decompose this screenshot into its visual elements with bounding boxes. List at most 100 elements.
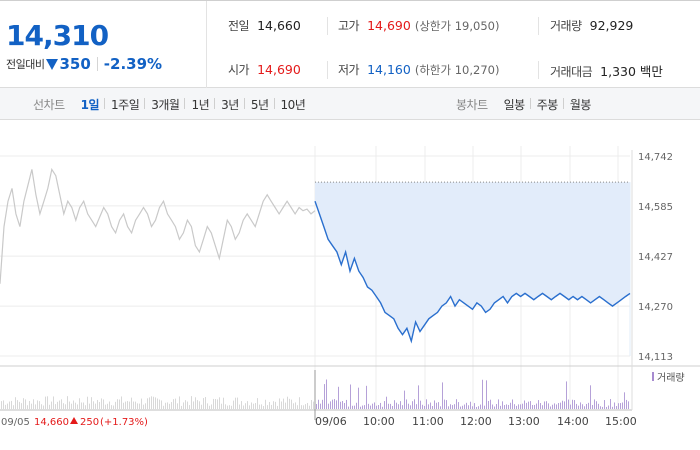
volume-bar	[584, 406, 585, 409]
stat-value: 1,330 백만	[600, 64, 663, 79]
volume-bar	[1, 401, 2, 409]
volume-bar	[612, 406, 613, 409]
tab-1day[interactable]: 1일	[80, 97, 100, 112]
tab-5year[interactable]: 5년	[243, 96, 275, 113]
candle-chart-tabs: 봉차트 일봉 주봉 월봉	[456, 88, 597, 120]
volume-bar	[536, 403, 537, 409]
volume-bar	[173, 399, 174, 409]
volume-bar	[279, 398, 280, 409]
volume-bar	[149, 397, 150, 409]
volume-bar	[251, 402, 252, 409]
stat-high: 고가 14,690 (상한가 19,050)	[338, 17, 499, 34]
tab-3year[interactable]: 3년	[214, 96, 245, 113]
volume-bar	[3, 400, 4, 409]
volume-bar	[187, 401, 188, 409]
volume-bar	[301, 405, 302, 409]
volume-bar	[618, 403, 619, 409]
volume-bar	[454, 404, 455, 409]
volume-bar	[249, 405, 250, 409]
volume-bar	[330, 401, 331, 409]
volume-bar	[107, 403, 108, 409]
volume-bar	[253, 403, 254, 409]
volume-bar	[11, 400, 12, 409]
volume-bar	[99, 401, 100, 409]
volume-bar	[404, 390, 405, 409]
volume-bar	[259, 404, 260, 409]
change-percent: -2.39%	[103, 55, 163, 73]
volume-bar	[350, 384, 351, 409]
volume-bar	[267, 405, 268, 409]
volume-bar	[47, 396, 48, 409]
up-arrow-icon	[70, 417, 78, 424]
y-axis-labels: 14,742 14,585 14,427 14,270 14,113	[638, 152, 673, 363]
volume-bar	[494, 406, 495, 409]
volume-bar	[177, 403, 178, 409]
volume-bar	[590, 385, 591, 409]
tab-weekly-candle[interactable]: 주봉	[529, 96, 564, 113]
volume-bar	[396, 402, 397, 409]
volume-bar	[510, 402, 511, 409]
volume-bar	[486, 380, 487, 409]
volume-bar	[512, 399, 513, 409]
volume-bar	[480, 404, 481, 409]
volume-bar	[616, 406, 617, 409]
volume-bar	[243, 405, 244, 409]
lower-limit: (하한가 10,270)	[414, 63, 500, 77]
change-row: 전일대비 350 -2.39%	[6, 55, 162, 73]
volume-bar	[41, 404, 42, 409]
stat-label: 저가	[338, 63, 360, 77]
volume-bar	[197, 400, 198, 409]
volume-bar	[93, 401, 94, 409]
price-chart[interactable]: 14,742 14,585 14,427 14,270 14,113 09/06…	[0, 120, 700, 450]
volume-bar	[570, 404, 571, 409]
tab-1week[interactable]: 1주일	[104, 96, 145, 113]
divider	[538, 61, 539, 79]
volume-bar	[568, 399, 569, 409]
price-summary: 14,310 전일대비 350 -2.39%	[0, 1, 207, 89]
volume-bar	[532, 404, 533, 409]
volume-bar	[518, 404, 519, 409]
tab-1year[interactable]: 1년	[184, 96, 215, 113]
volume-bar	[291, 399, 292, 409]
stat-value: 14,690	[257, 62, 301, 77]
tab-daily-candle[interactable]: 일봉	[503, 97, 526, 112]
volume-bar	[115, 401, 116, 409]
tab-monthly-candle[interactable]: 월봉	[562, 96, 597, 113]
volume-bar	[592, 405, 593, 409]
volume-bar	[498, 399, 499, 409]
volume-bar	[528, 401, 529, 409]
today-area	[315, 181, 631, 356]
volume-bar	[398, 404, 399, 409]
volume-bar	[380, 402, 381, 409]
down-arrow-icon	[46, 58, 59, 70]
volume-bar	[35, 404, 36, 409]
prev-day-date: 09/05	[1, 417, 30, 428]
volume-bar	[428, 404, 429, 409]
volume-bar	[452, 405, 453, 409]
volume-bar	[183, 402, 184, 409]
volume-bar	[299, 397, 300, 409]
tab-3month[interactable]: 3개월	[144, 96, 185, 113]
volume-bar	[534, 404, 535, 409]
volume-bar	[309, 405, 310, 409]
volume-bar	[79, 398, 80, 409]
volume-bar	[143, 404, 144, 409]
tab-10year[interactable]: 10년	[273, 96, 312, 113]
volume-bar	[97, 399, 98, 409]
volume-bar	[145, 403, 146, 409]
volume-bar	[171, 402, 172, 409]
volume-bar	[125, 401, 126, 409]
stat-value: 92,929	[589, 18, 634, 33]
volume-bar	[73, 400, 74, 409]
volume-bar	[201, 404, 202, 409]
volume-bar	[556, 404, 557, 409]
volume-bar	[95, 403, 96, 409]
volume-bar	[602, 406, 603, 409]
volume-bar	[223, 397, 224, 409]
volume-bar	[414, 399, 415, 409]
volume-bar	[472, 406, 473, 409]
volume-legend: 거래량	[657, 372, 685, 384]
volume-bar	[390, 403, 391, 409]
volume-bar	[71, 403, 72, 409]
volume-bar	[297, 405, 298, 409]
